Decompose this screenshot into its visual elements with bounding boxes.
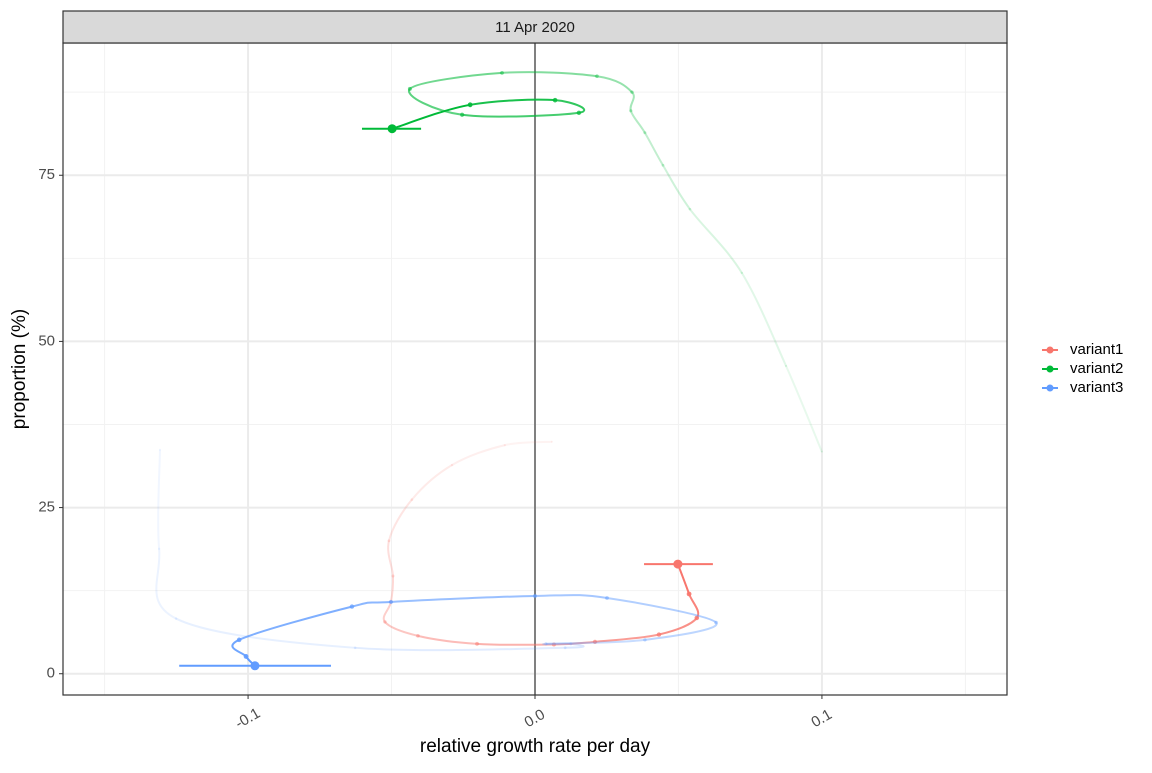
point	[714, 621, 718, 625]
point	[237, 638, 242, 643]
point	[468, 102, 473, 107]
strip-label: 11 Apr 2020	[495, 19, 575, 36]
point	[689, 208, 692, 211]
point	[533, 594, 537, 598]
x-tick-label: 0.1	[808, 706, 835, 731]
legend-label: variant3	[1070, 379, 1123, 396]
point	[175, 617, 177, 619]
point	[391, 575, 394, 578]
point	[595, 74, 599, 78]
y-axis-label: proportion (%)	[9, 309, 30, 429]
point	[657, 632, 661, 636]
point	[158, 548, 160, 550]
point	[785, 365, 787, 367]
legend-key	[1047, 385, 1054, 392]
point	[673, 560, 682, 569]
point	[416, 634, 420, 638]
point	[544, 642, 547, 645]
point	[408, 87, 412, 91]
point	[577, 111, 581, 115]
y-tick-label: 50	[38, 332, 55, 349]
point	[350, 604, 354, 608]
legend-key	[1047, 366, 1054, 373]
point	[451, 464, 453, 466]
point	[569, 642, 572, 645]
point	[643, 638, 646, 641]
point	[553, 98, 558, 103]
point	[388, 539, 391, 542]
point	[411, 498, 414, 501]
point	[500, 71, 504, 75]
legend-label: variant2	[1070, 360, 1123, 377]
point	[244, 654, 249, 659]
point	[475, 642, 479, 646]
point	[630, 90, 633, 93]
point	[821, 451, 823, 453]
legend-label: variant1	[1070, 341, 1123, 358]
point	[741, 272, 743, 274]
x-axis-label: relative growth rate per day	[420, 736, 651, 757]
point	[643, 131, 646, 134]
point	[250, 661, 259, 670]
legend: variant1 variant2 variant3	[1042, 341, 1123, 396]
point	[662, 164, 665, 167]
point	[564, 646, 567, 649]
point	[605, 596, 609, 600]
y-tick-label: 75	[38, 166, 55, 183]
point	[383, 620, 386, 623]
point	[687, 592, 692, 597]
point	[159, 449, 161, 451]
x-tick-label: 0.0	[521, 706, 548, 731]
x-tick-label: -0.1	[232, 705, 263, 733]
point	[460, 113, 464, 117]
point	[551, 441, 553, 443]
point	[388, 124, 397, 133]
y-tick-label: 0	[47, 665, 55, 682]
point	[629, 109, 632, 112]
point	[504, 444, 506, 446]
point	[389, 600, 393, 604]
point	[354, 647, 357, 650]
legend-key	[1047, 347, 1054, 354]
y-tick-label: 25	[38, 499, 55, 516]
